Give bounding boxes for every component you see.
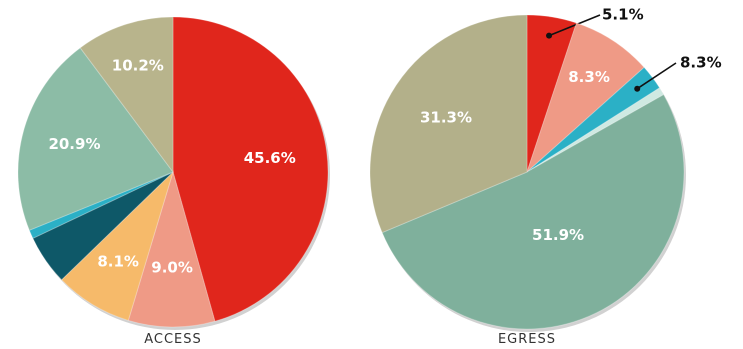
slice-label: 20.9% bbox=[48, 135, 100, 153]
pie-slice bbox=[17, 47, 174, 231]
pie-slice bbox=[526, 14, 578, 173]
callout-line bbox=[548, 14, 601, 37]
pie-slice bbox=[526, 87, 665, 173]
pie-slice bbox=[172, 16, 329, 322]
pie-slice bbox=[369, 14, 528, 234]
pie-slice bbox=[60, 170, 175, 322]
callout-dot bbox=[634, 85, 641, 92]
egress-chart-title: EGRESS bbox=[498, 332, 556, 347]
access-chart-title: ACCESS bbox=[144, 332, 202, 347]
pie-slice bbox=[526, 66, 661, 173]
pie-slice bbox=[127, 170, 216, 328]
pie-slice bbox=[525, 22, 645, 174]
slice-label: 5.1% bbox=[602, 6, 644, 24]
slice-label: 10.2% bbox=[112, 57, 164, 75]
callout-line bbox=[636, 62, 677, 90]
egress-pie-chart: 5.1% 8.3% 8.3% 51.9% 31.3% bbox=[369, 6, 722, 332]
callout-dot bbox=[546, 32, 553, 39]
slice-label: 45.6% bbox=[244, 149, 296, 167]
pie-slice bbox=[32, 171, 174, 281]
slice-label: 8.3% bbox=[568, 68, 610, 86]
slice-label: 8.3% bbox=[680, 54, 722, 72]
access-pie-chart: 45.6% 9.0% 8.1% 20.9% 10.2% bbox=[17, 16, 330, 330]
pie-slice bbox=[28, 171, 174, 239]
pie-slice bbox=[381, 93, 685, 330]
slice-label: 51.9% bbox=[532, 226, 584, 244]
slice-label: 9.0% bbox=[151, 259, 193, 277]
pie-slice bbox=[79, 16, 174, 174]
slice-label: 31.3% bbox=[420, 109, 472, 127]
slice-label: 8.1% bbox=[97, 253, 139, 271]
